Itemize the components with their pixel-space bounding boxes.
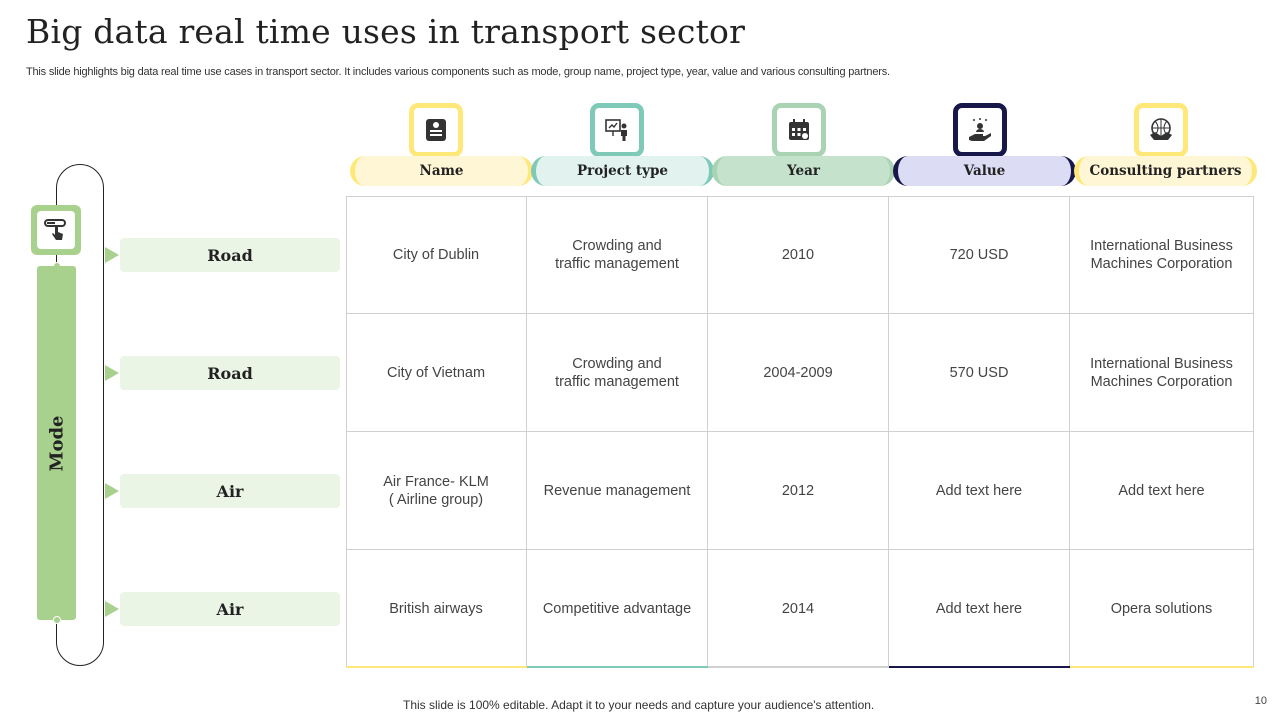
table-cell: City of Dublin xyxy=(346,196,527,314)
table-cell: Add text here xyxy=(889,550,1070,668)
table-cell: 2012 xyxy=(708,432,889,550)
column-header-value: Value xyxy=(893,156,1076,186)
slide-title: Big data real time uses in transport sec… xyxy=(26,12,746,51)
table-cell: City of Vietnam xyxy=(346,314,527,432)
presentation-icon xyxy=(605,119,627,141)
touch-screen-icon xyxy=(44,219,66,240)
table-cell: 720 USD xyxy=(889,196,1070,314)
table-cell: Add text here xyxy=(889,432,1070,550)
column-bottom-accent xyxy=(527,666,708,668)
slide-subtitle: This slide highlights big data real time… xyxy=(26,66,890,78)
mode-icon-frame xyxy=(31,205,81,255)
row-arrow xyxy=(105,483,119,499)
table-cell: Add text here xyxy=(1070,432,1254,550)
column-header-consulting-partners: Consulting partners xyxy=(1074,156,1257,186)
row-arrow xyxy=(105,365,119,381)
footer-note: This slide is 100% editable. Adapt it to… xyxy=(403,698,875,712)
column-header-name: Name xyxy=(350,156,533,186)
hand-money-icon xyxy=(969,118,991,141)
row-arrow xyxy=(105,247,119,263)
table-cell: British airways xyxy=(346,550,527,668)
column-header-project-type: Project type xyxy=(531,156,714,186)
handshake-icon xyxy=(1150,118,1172,140)
table-cell: 570 USD xyxy=(889,314,1070,432)
table-cell: Competitive advantage xyxy=(527,550,708,668)
table-cell: 2014 xyxy=(708,550,889,668)
column-icon-frame xyxy=(1134,103,1188,157)
table-cell: Crowding and traffic management xyxy=(527,196,708,314)
row-arrow xyxy=(105,601,119,617)
table-cell: International Business Machines Corporat… xyxy=(1070,196,1254,314)
column-icon-frame xyxy=(772,103,826,157)
column-icon-frame xyxy=(409,103,463,157)
row-mode-label: Road xyxy=(120,356,340,390)
id-card-icon xyxy=(426,119,446,141)
column-bottom-accent xyxy=(708,666,889,668)
table-cell: 2010 xyxy=(708,196,889,314)
table-cell: International Business Machines Corporat… xyxy=(1070,314,1254,432)
mode-bar-dot-bottom xyxy=(53,616,61,624)
column-bottom-accent xyxy=(889,666,1070,668)
table-cell: Opera solutions xyxy=(1070,550,1254,668)
row-mode-label: Air xyxy=(120,474,340,508)
mode-bar: Mode xyxy=(37,266,76,620)
data-table: City of Dublin Crowding and traffic mana… xyxy=(346,196,1254,668)
column-header-year: Year xyxy=(712,156,895,186)
calendar-icon xyxy=(789,119,809,140)
row-mode-label: Air xyxy=(120,592,340,626)
table-cell: Revenue management xyxy=(527,432,708,550)
table-cell: Crowding and traffic management xyxy=(527,314,708,432)
column-icon-frame xyxy=(953,103,1007,157)
column-icon-frame xyxy=(590,103,644,157)
page-number: 10 xyxy=(1254,695,1267,707)
column-bottom-accent xyxy=(346,666,527,668)
column-bottom-accent xyxy=(1070,666,1254,668)
table-cell: Air France- KLM ( Airline group) xyxy=(346,432,527,550)
row-mode-label: Road xyxy=(120,238,340,272)
mode-label: Mode xyxy=(46,415,67,471)
table-cell: 2004-2009 xyxy=(708,314,889,432)
